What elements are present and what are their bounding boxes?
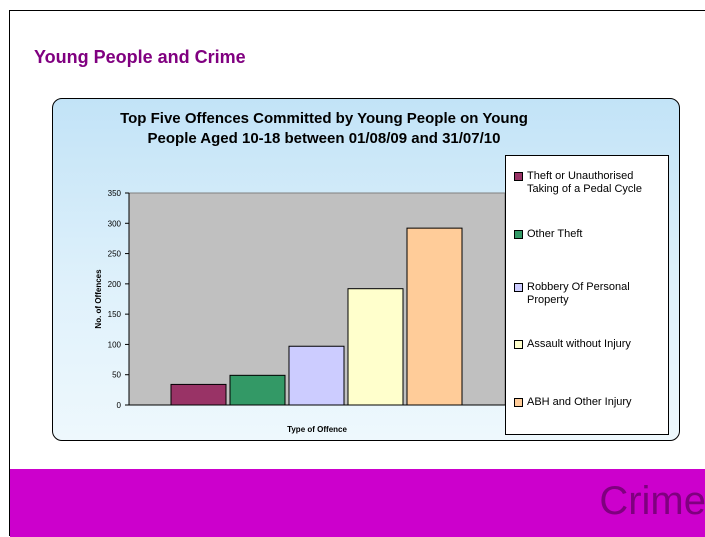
bar: [406, 227, 463, 406]
chart-title-line-2: People Aged 10-18 between 01/08/09 and 3…: [147, 130, 501, 147]
legend-item: Assault without Injury: [514, 338, 664, 351]
bar: [288, 345, 345, 406]
y-tick-label: 350: [108, 189, 122, 198]
legend-item: Theft or Unauthorised Taking of a Pedal C…: [514, 170, 664, 196]
y-tick-label: 200: [108, 280, 122, 289]
legend-label: Assault without Injury: [527, 338, 631, 350]
chart-legend: Theft or Unauthorised Taking of a Pedal C…: [505, 155, 669, 435]
legend-item: ABH and Other Injury: [514, 396, 664, 409]
legend-label: Theft or Unauthorised Taking of a Pedal C…: [527, 170, 642, 195]
legend-swatch: [514, 230, 523, 239]
legend-item: Other Theft: [514, 228, 664, 241]
y-tick-label: 50: [112, 371, 121, 380]
y-tick-label: 150: [108, 310, 122, 319]
slide: Young People and Crime Top Five Offences…: [9, 10, 705, 537]
y-axis-title: No. of Offences: [94, 269, 103, 329]
chart-title: Top Five Offences Committed by Young Peo…: [53, 109, 595, 149]
bar: [170, 383, 227, 406]
legend-item: Robbery Of Personal Property: [514, 281, 664, 307]
legend-swatch: [514, 172, 523, 181]
bar: [347, 288, 404, 406]
y-tick-label: 100: [108, 340, 122, 349]
x-axis-title: Type of Offence: [287, 425, 347, 434]
bar-chart: 0 50 100 150 200 250 300 350 Type of Offence No. …: [94, 189, 506, 434]
footer-band: Crime: [10, 469, 705, 537]
legend-label: Other Theft: [527, 228, 583, 240]
legend-label: ABH and Other Injury: [527, 396, 632, 408]
legend-swatch: [514, 340, 523, 349]
footer-word: Crime: [599, 479, 705, 523]
bar: [229, 374, 286, 406]
legend-swatch: [514, 283, 523, 292]
y-tick-label: 0: [117, 401, 122, 410]
legend-swatch: [514, 398, 523, 407]
legend-label: Robbery Of Personal Property: [527, 281, 630, 306]
chart-title-line-1: Top Five Offences Committed by Young Peo…: [120, 110, 528, 127]
slide-title: Young People and Crime: [34, 47, 246, 67]
y-tick-label: 300: [108, 219, 122, 228]
y-tick-label: 250: [108, 250, 122, 259]
chart-frame: Top Five Offences Committed by Young Peo…: [52, 98, 680, 441]
